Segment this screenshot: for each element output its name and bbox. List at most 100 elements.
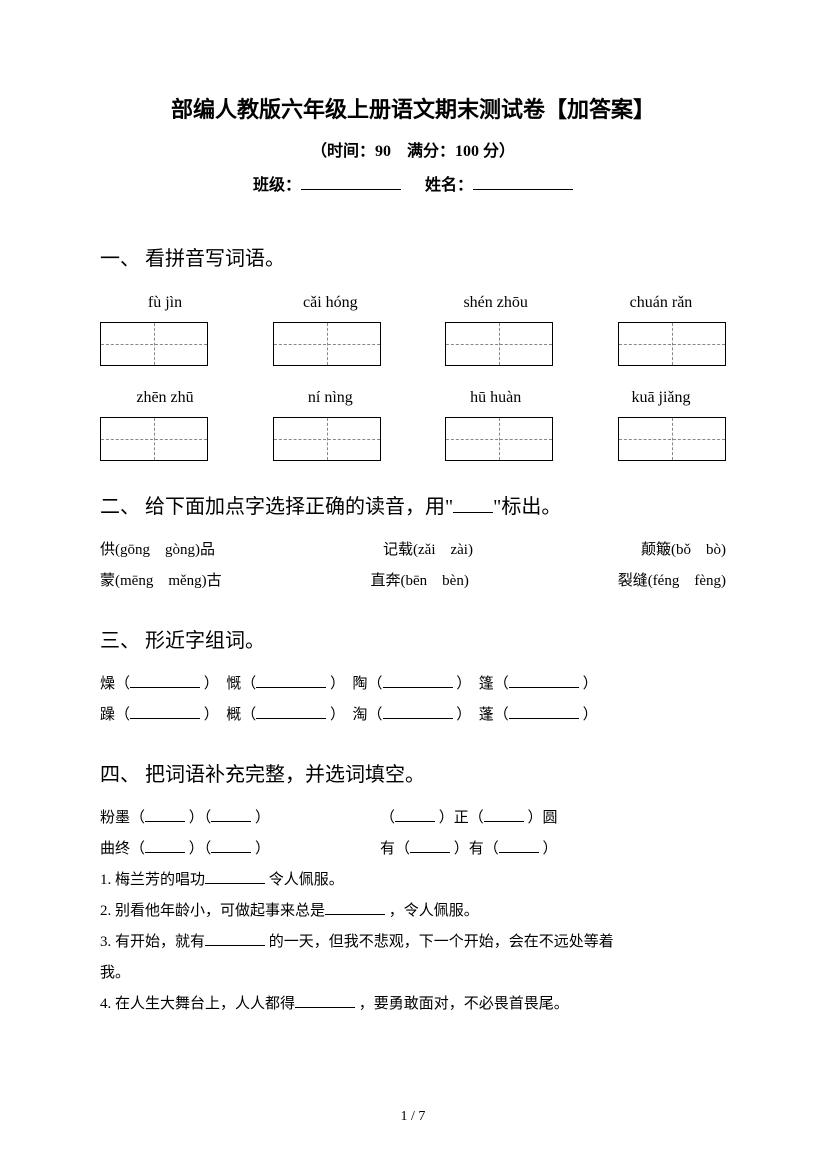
q3-text: ） 篷（	[456, 676, 509, 692]
q3-text: ） 慨（	[204, 676, 257, 692]
q4-text: ）正（	[439, 810, 484, 826]
q2-item: 供(gōng gòng)品	[100, 537, 215, 564]
fill-blank[interactable]	[395, 807, 435, 822]
q2-row-2: 蒙(mēng měng)古 直奔(bēn bèn) 裂缝(féng fèng)	[100, 568, 726, 595]
q4-text: ）	[543, 841, 558, 857]
section-1-heading: 一、 看拼音写词语。	[100, 241, 726, 277]
section-3-heading: 三、 形近字组词。	[100, 623, 726, 659]
fill-blank[interactable]	[211, 838, 251, 853]
fill-blank[interactable]	[325, 900, 385, 915]
q4-text: 1. 梅兰芳的唱功	[100, 872, 205, 888]
fill-blank[interactable]	[295, 993, 355, 1008]
q4-text: ，令人佩服。	[389, 903, 479, 919]
mark-blank	[453, 493, 493, 513]
char-box[interactable]	[273, 417, 381, 461]
student-info-line: 班级： 姓名：	[100, 172, 726, 201]
q2-item: 颠簸(bǒ bò)	[641, 537, 726, 564]
q4-text: ，要勇敢面对，不必畏首畏尾。	[359, 996, 569, 1012]
q4-text: 曲终（	[100, 841, 145, 857]
name-blank[interactable]	[473, 174, 573, 190]
char-box[interactable]	[445, 322, 553, 366]
fill-blank[interactable]	[205, 931, 265, 946]
q4-text: （	[380, 810, 395, 826]
name-label: 姓名：	[425, 177, 473, 194]
q3-row-1: 燥（ ） 慨（ ） 陶（ ） 篷（ ）	[100, 671, 726, 698]
pinyin-cell: hū huàn	[431, 384, 561, 413]
word-blank[interactable]	[383, 673, 453, 688]
q2-item: 记载(zǎi zài)	[383, 537, 473, 564]
pinyin-row-1: fù jìn cǎi hóng shén zhōu chuán rǎn	[100, 289, 726, 318]
char-box[interactable]	[273, 322, 381, 366]
q3-text: 躁（	[100, 707, 130, 723]
section-4: 四、 把词语补充完整，并选词填空。 粉墨（ ）（ ） （ ）正（ ）圆 曲终（ …	[100, 757, 726, 1018]
pinyin-cell: cǎi hóng	[265, 289, 395, 318]
word-blank[interactable]	[256, 673, 326, 688]
pinyin-cell: kuā jiǎng	[596, 384, 726, 413]
q3-text: ） 陶（	[330, 676, 383, 692]
section-2-heading: 二、 给下面加点字选择正确的读音，用" "标出。	[100, 489, 726, 525]
section-2: 二、 给下面加点字选择正确的读音，用" "标出。 供(gōng gòng)品 记载…	[100, 489, 726, 595]
q3-text: ） 蓬（	[456, 707, 509, 723]
char-box-row	[100, 322, 726, 366]
q4-text: ）圆	[528, 810, 558, 826]
q4-text: 3. 有开始，就有	[100, 934, 205, 950]
q2-item: 裂缝(féng fèng)	[618, 568, 726, 595]
fill-blank[interactable]	[410, 838, 450, 853]
char-box[interactable]	[100, 417, 208, 461]
q4-pair-2: 曲终（ ）（ ） 有（ ）有（ ）	[100, 836, 726, 863]
q4-text: 2. 别看他年龄小，可做起事来总是	[100, 903, 325, 919]
section-2-heading-text: 二、 给下面加点字选择正确的读音，用"	[100, 496, 453, 518]
section-4-heading: 四、 把词语补充完整，并选词填空。	[100, 757, 726, 793]
char-box[interactable]	[618, 417, 726, 461]
fill-blank[interactable]	[145, 838, 185, 853]
q3-row-2: 躁（ ） 概（ ） 淘（ ） 蓬（ ）	[100, 702, 726, 729]
q4-text: 令人佩服。	[269, 872, 344, 888]
char-box[interactable]	[445, 417, 553, 461]
pinyin-cell: ní nìng	[265, 384, 395, 413]
pinyin-row-2: zhēn zhū ní nìng hū huàn kuā jiǎng	[100, 384, 726, 413]
q4-question-4: 4. 在人生大舞台上，人人都得 ，要勇敢面对，不必畏首畏尾。	[100, 991, 726, 1018]
q4-question-1: 1. 梅兰芳的唱功 令人佩服。	[100, 867, 726, 894]
q4-text: ）（	[189, 841, 212, 857]
pinyin-cell: zhēn zhū	[100, 384, 230, 413]
class-label: 班级：	[253, 177, 301, 194]
q3-text: 燥（	[100, 676, 130, 692]
word-blank[interactable]	[256, 704, 326, 719]
fill-blank[interactable]	[499, 838, 539, 853]
char-box-row	[100, 417, 726, 461]
q4-question-2: 2. 别看他年龄小，可做起事来总是 ，令人佩服。	[100, 898, 726, 925]
q4-text: ）（	[189, 810, 212, 826]
word-blank[interactable]	[509, 704, 579, 719]
section-2-heading-suffix: "标出。	[493, 496, 561, 518]
pinyin-cell: chuán rǎn	[596, 289, 726, 318]
q4-text: 我。	[100, 965, 130, 981]
q4-text: ）	[255, 810, 270, 826]
char-box[interactable]	[618, 322, 726, 366]
word-blank[interactable]	[130, 673, 200, 688]
class-blank[interactable]	[301, 174, 401, 190]
q2-row-1: 供(gōng gòng)品 记载(zǎi zài) 颠簸(bǒ bò)	[100, 537, 726, 564]
fill-blank[interactable]	[484, 807, 524, 822]
fill-blank[interactable]	[211, 807, 251, 822]
page-subtitle: （时间：90 满分：100 分）	[100, 138, 726, 167]
q4-text: 的一天，但我不悲观，下一个开始，会在不远处等着	[269, 934, 614, 950]
fill-blank[interactable]	[145, 807, 185, 822]
q3-text: ）	[583, 707, 598, 723]
fill-blank[interactable]	[205, 869, 265, 884]
q4-question-3: 3. 有开始，就有 的一天，但我不悲观，下一个开始，会在不远处等着	[100, 929, 726, 956]
q2-item: 直奔(bēn bèn)	[371, 568, 469, 595]
q3-text: ） 淘（	[330, 707, 383, 723]
word-blank[interactable]	[383, 704, 453, 719]
pinyin-cell: fù jìn	[100, 289, 230, 318]
section-1: 一、 看拼音写词语。 fù jìn cǎi hóng shén zhōu chu…	[100, 241, 726, 461]
pinyin-cell: shén zhōu	[431, 289, 561, 318]
q4-question-3-cont: 我。	[100, 960, 726, 987]
q4-text: 粉墨（	[100, 810, 145, 826]
q3-text: ） 概（	[204, 707, 257, 723]
q4-text: ）	[255, 841, 270, 857]
char-box[interactable]	[100, 322, 208, 366]
q3-text: ）	[583, 676, 598, 692]
word-blank[interactable]	[509, 673, 579, 688]
page-number: 1 / 7	[0, 1104, 826, 1129]
word-blank[interactable]	[130, 704, 200, 719]
